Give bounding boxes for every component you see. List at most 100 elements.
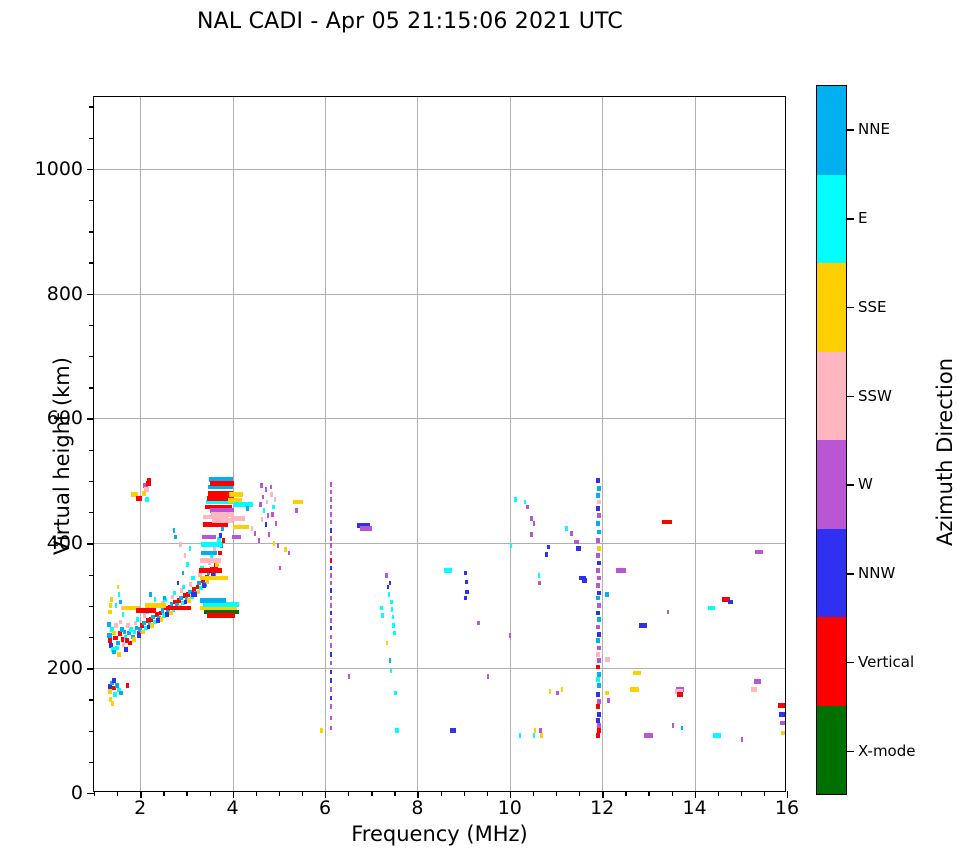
data-point	[162, 613, 167, 618]
data-point	[113, 635, 118, 641]
data-point	[329, 643, 332, 648]
data-point	[135, 617, 140, 622]
data-point	[329, 669, 332, 675]
data-point	[329, 543, 332, 548]
data-point	[595, 538, 601, 543]
data-point	[227, 498, 242, 504]
data-point	[150, 623, 155, 628]
gridline-vertical	[232, 97, 234, 791]
data-point	[539, 728, 542, 733]
data-point	[113, 691, 118, 697]
data-point	[215, 562, 219, 567]
y-tick-major	[87, 418, 94, 420]
data-point	[108, 643, 113, 648]
data-point	[596, 617, 602, 622]
data-point	[508, 633, 512, 638]
data-point	[514, 497, 518, 502]
data-point	[141, 629, 145, 635]
data-point	[574, 539, 580, 545]
y-tick-major	[87, 293, 94, 296]
data-point	[145, 480, 152, 486]
data-point	[134, 625, 139, 631]
data-point	[191, 575, 195, 581]
data-point	[329, 528, 332, 534]
data-point	[201, 542, 222, 547]
data-point	[595, 704, 601, 710]
gridline-horizontal	[94, 168, 785, 170]
data-point	[509, 543, 513, 548]
gridline-vertical	[417, 97, 419, 791]
data-point	[595, 652, 601, 657]
data-point	[182, 593, 187, 598]
data-point	[118, 631, 122, 637]
data-point	[115, 603, 118, 608]
y-tick-minor	[89, 324, 94, 327]
plot-area: 2 4 6 8 10 12 14 16 0 200 400 600 800 1000	[35, 96, 799, 819]
data-point	[548, 689, 551, 695]
gridline-horizontal	[94, 543, 785, 545]
data-point	[676, 686, 685, 692]
data-point	[596, 485, 602, 491]
data-point	[175, 603, 179, 608]
data-point	[207, 613, 235, 618]
data-point	[111, 630, 116, 636]
data-point	[595, 493, 601, 499]
data-point	[329, 610, 332, 616]
data-point	[329, 558, 332, 563]
x-tick-minor	[532, 791, 535, 796]
data-point	[385, 573, 388, 578]
data-point	[595, 520, 601, 526]
data-point	[671, 723, 674, 728]
data-point	[163, 595, 166, 601]
data-point	[329, 595, 332, 601]
data-point	[596, 590, 602, 596]
data-point	[380, 605, 384, 611]
data-point	[207, 484, 234, 490]
data-point	[750, 686, 758, 692]
data-point	[246, 505, 250, 511]
data-point	[161, 600, 165, 606]
x-tick-minor	[94, 791, 96, 796]
data-point	[184, 553, 187, 558]
data-point	[115, 683, 120, 688]
data-point	[217, 550, 222, 556]
data-point	[740, 736, 743, 742]
x-tick-minor	[486, 791, 489, 796]
data-point	[127, 630, 131, 636]
data-point	[329, 512, 332, 517]
data-point	[202, 534, 216, 540]
data-point	[444, 568, 452, 573]
colorbar-segment-ssw	[817, 351, 846, 440]
data-point	[192, 592, 197, 597]
y-tick-minor	[89, 636, 94, 639]
data-point	[329, 504, 332, 510]
data-point	[595, 610, 601, 616]
data-point	[144, 603, 166, 608]
data-point	[196, 589, 201, 595]
data-point	[596, 632, 602, 637]
data-point	[135, 608, 157, 613]
data-point	[596, 728, 602, 733]
data-point	[463, 595, 467, 601]
data-point	[190, 594, 194, 600]
data-point	[230, 515, 245, 521]
data-point	[629, 686, 640, 692]
data-point	[777, 703, 785, 708]
data-point	[156, 615, 161, 621]
x-tick-label: 2	[134, 797, 147, 819]
data-point	[110, 647, 115, 652]
colorbar-tick	[847, 661, 854, 664]
data-point	[708, 605, 715, 611]
x-tick-minor	[763, 791, 766, 796]
y-axis-title: Virtual height (km)	[50, 357, 74, 555]
data-point	[595, 583, 601, 588]
data-point	[112, 649, 117, 655]
data-point	[206, 495, 234, 501]
x-tick-minor	[463, 791, 465, 796]
x-tick-minor	[648, 791, 650, 796]
data-point	[124, 647, 129, 652]
data-point	[595, 553, 601, 558]
data-point	[110, 701, 115, 706]
data-point	[263, 508, 266, 514]
data-point	[388, 580, 392, 586]
